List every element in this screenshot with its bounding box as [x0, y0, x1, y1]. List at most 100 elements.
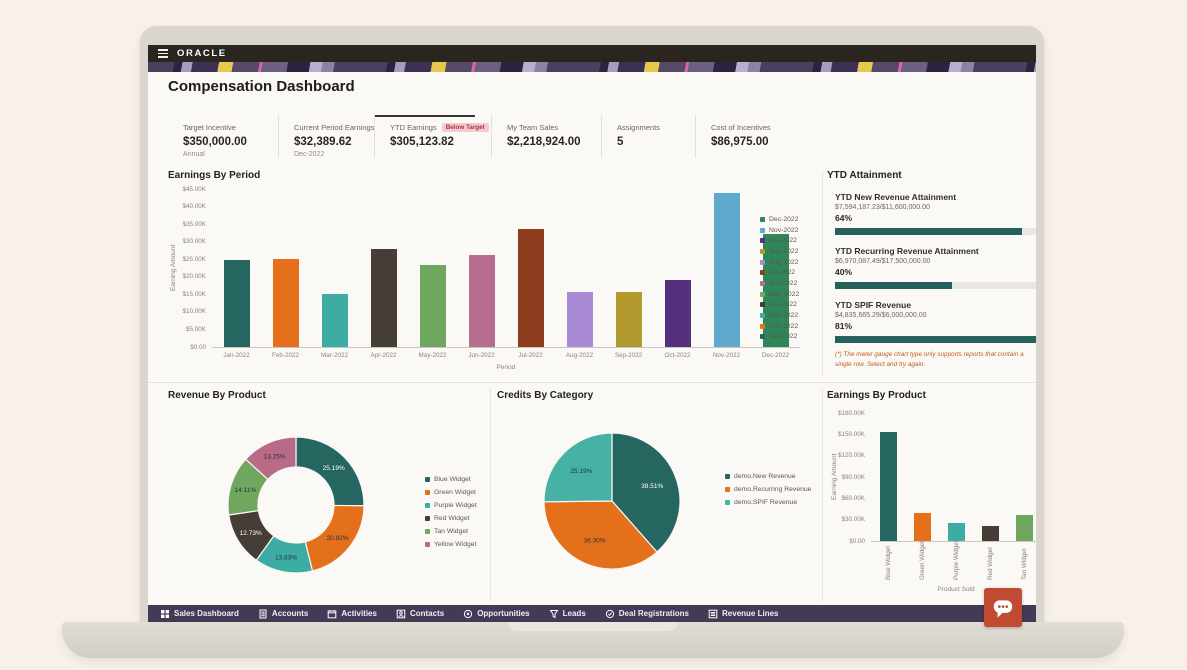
- oracle-logo: ORACLE: [177, 48, 227, 59]
- legend-item[interactable]: Jun-2022: [760, 278, 799, 289]
- nav-item-leads[interactable]: Leads: [549, 609, 586, 619]
- nav-item-deal-registrations[interactable]: Deal Registrations: [605, 609, 689, 619]
- kpi-cell-3[interactable]: YTD Earnings Below Target $305,123.82: [374, 115, 491, 158]
- nav-item-label: Contacts: [409, 609, 445, 618]
- bar-Jun-2022[interactable]: [468, 255, 495, 347]
- legend-label: May-2022: [769, 290, 800, 298]
- legend-item[interactable]: Purple Widget: [425, 499, 477, 512]
- y-tick-label: $45.00K: [182, 185, 206, 193]
- bar-May-2022[interactable]: [419, 264, 446, 347]
- bar-Purple Widget[interactable]: [947, 523, 965, 541]
- kpi-cell-6[interactable]: Cost of Incentives $86,975.00: [695, 115, 835, 158]
- hamburger-icon[interactable]: [158, 49, 168, 58]
- kpi-cell-2[interactable]: Current Period Earnings $32,389.62 Dec-202…: [278, 115, 374, 158]
- kpi-value: $86,975.00: [711, 136, 769, 148]
- legend-item[interactable]: Green Widget: [425, 486, 477, 499]
- legend-item[interactable]: demo.New Revenue: [725, 470, 811, 483]
- bar-Apr-2022[interactable]: [370, 249, 397, 347]
- nav-item-label: Sales Dashboard: [174, 609, 239, 618]
- accounts-document-icon: [259, 609, 267, 618]
- slice-label: 25.19%: [570, 468, 592, 475]
- nav-item-contacts[interactable]: Contacts: [396, 609, 444, 619]
- legend-swatch: [725, 474, 730, 479]
- decorative-banner: [148, 62, 1036, 72]
- x-tick-label: Red Widget: [987, 547, 994, 580]
- legend-item[interactable]: demo.SPIF Revenue: [725, 496, 811, 509]
- bar-Jul-2022[interactable]: [517, 229, 544, 347]
- y-tick-label: $60.00K: [841, 494, 865, 502]
- pie-slice-demo.New Revenue[interactable]: [611, 432, 681, 553]
- legend-item[interactable]: Feb-2022: [760, 321, 799, 332]
- nav-item-accounts[interactable]: Accounts: [258, 609, 308, 619]
- nav-item-sales-dashboard[interactable]: Sales Dashboard: [160, 609, 239, 619]
- pie-slice-demo.Recurring Revenue[interactable]: [543, 500, 658, 570]
- dashboard-grid-icon: [161, 609, 169, 618]
- bar-Oct-2022[interactable]: [664, 280, 691, 347]
- legend-swatch: [425, 516, 430, 521]
- x-tick-label: May-2022: [418, 352, 447, 359]
- kpi-value: $32,389.62: [294, 136, 352, 148]
- y-tick-label: $10.00K: [182, 308, 206, 316]
- bar-Red Widget[interactable]: [981, 526, 999, 541]
- bar-Nov-2022[interactable]: [713, 193, 740, 347]
- legend-item[interactable]: Jan-2022: [760, 332, 799, 343]
- kpi-label-row: Target Incentive: [183, 123, 278, 132]
- pie-slice-Yellow Widget[interactable]: [244, 436, 297, 481]
- legend-item[interactable]: Jul-2022: [760, 267, 799, 278]
- bar-Dec-2022[interactable]: [762, 233, 789, 347]
- chart-title: Earnings By Product: [827, 390, 926, 401]
- bar-Green Widget[interactable]: [913, 513, 931, 541]
- legend-item[interactable]: Dec-2022: [760, 214, 799, 225]
- calendar-icon: [328, 609, 337, 618]
- legend-label: Nov-2022: [769, 226, 799, 234]
- legend-item[interactable]: Tan Widget: [425, 525, 477, 538]
- bar-Blue Widget[interactable]: [879, 432, 897, 541]
- bar-Sep-2022[interactable]: [615, 292, 642, 347]
- x-tick-label: Apr-2022: [370, 352, 397, 359]
- legend-item[interactable]: Aug-2022: [760, 257, 799, 268]
- revenue-lines-icon: [708, 609, 718, 618]
- pie-slice-demo.SPIF Revenue[interactable]: [543, 432, 613, 503]
- bar-Jan-2022[interactable]: [223, 259, 250, 347]
- kpi-cell-4[interactable]: My Team Sales $2,218,924.00: [491, 115, 601, 158]
- vertical-divider: [822, 172, 823, 375]
- bar-Feb-2022[interactable]: [272, 258, 299, 347]
- legend-label: Sep-2022: [769, 247, 799, 255]
- nav-item-activities[interactable]: Activities: [327, 609, 377, 619]
- legend-swatch: [760, 227, 765, 233]
- slice-label: 20.92%: [327, 535, 349, 542]
- legend-item[interactable]: Red Widget: [425, 512, 477, 525]
- legend-item[interactable]: demo.Recurring Revenue: [725, 483, 811, 496]
- nav-item-revenue-lines[interactable]: Revenue Lines: [708, 609, 778, 619]
- kpi-label-row: YTD Earnings Below Target: [390, 123, 491, 132]
- x-tick-label: Dec-2022: [761, 352, 790, 359]
- legend-label: demo.SPIF Revenue: [734, 499, 798, 506]
- x-tick-label: Nov-2022: [712, 352, 741, 359]
- legend-item[interactable]: Mar-2022: [760, 310, 799, 321]
- legend-item[interactable]: Apr-2022: [760, 300, 799, 311]
- bar-Tan Widget[interactable]: [1015, 514, 1033, 541]
- bar-Mar-2022[interactable]: [321, 293, 348, 347]
- nav-item-label: Accounts: [271, 609, 309, 618]
- bar-Aug-2022[interactable]: [566, 291, 593, 347]
- pie-svg: 38.51% 36.30% 25.19%: [543, 432, 681, 570]
- chat-button[interactable]: [984, 588, 1022, 627]
- kpi-cell-1[interactable]: Target Incentive $350,000.00 Annual: [168, 115, 278, 158]
- x-tick-label: Jan-2022: [223, 352, 250, 359]
- slice-label: 13.83%: [275, 554, 297, 561]
- kpi-cell-5[interactable]: Assignments 5: [601, 115, 695, 158]
- legend-item[interactable]: Blue Widget: [425, 473, 477, 486]
- legend-item[interactable]: Sep-2022: [760, 246, 799, 257]
- page-title: Compensation Dashboard: [168, 78, 355, 95]
- horizontal-divider: [148, 382, 1036, 383]
- nav-item-opportunities[interactable]: Opportunities: [463, 609, 530, 619]
- legend-swatch: [760, 334, 765, 340]
- legend-swatch: [760, 280, 765, 286]
- legend-swatch: [725, 500, 730, 505]
- legend-item[interactable]: May-2022: [760, 289, 799, 300]
- legend-item[interactable]: Nov-2022: [760, 225, 799, 236]
- gauge-bar-fill: [835, 336, 1036, 343]
- legend-item[interactable]: Oct-2022: [760, 235, 799, 246]
- legend-item[interactable]: Yellow Widget: [425, 538, 477, 551]
- kpi-sub: Dec-2022: [294, 151, 325, 158]
